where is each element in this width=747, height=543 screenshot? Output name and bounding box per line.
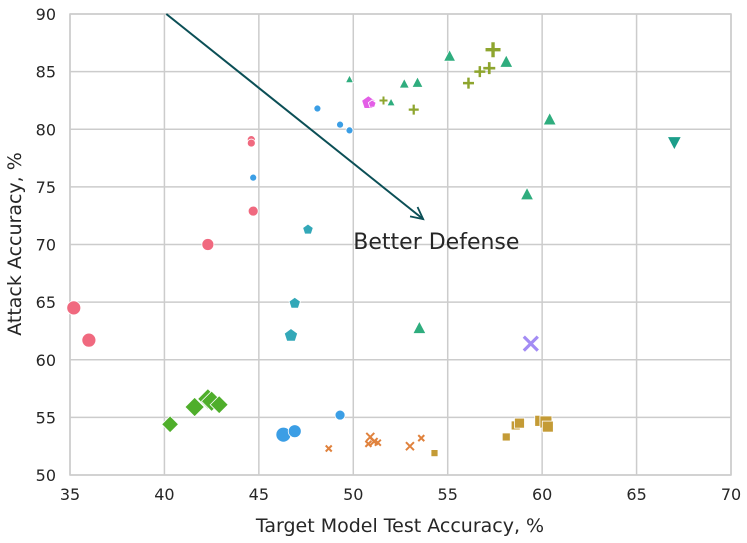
y-tick-label: 75 [36, 178, 56, 197]
point-triangle-down-teal [666, 136, 683, 151]
point-circle-pink [81, 332, 97, 348]
x-tick-label: 35 [60, 485, 80, 504]
point-x-orange [405, 441, 415, 451]
point-x-orange [325, 444, 333, 453]
point-square-gold [514, 417, 525, 429]
point-circle-pink [66, 300, 82, 316]
x-tick-label: 60 [532, 485, 552, 504]
point-x-orange [364, 440, 373, 448]
y-tick-label: 50 [36, 466, 56, 485]
point-triangle-up-green [411, 75, 424, 88]
y-axis-label: Attack Accuracy, % [4, 152, 26, 336]
x-tick-label: 70 [721, 485, 741, 504]
point-triangle-up-green [412, 320, 427, 334]
point-triangle-up-green [542, 111, 557, 126]
y-tick-label: 80 [36, 120, 56, 139]
point-circle-pink [246, 138, 256, 148]
better-defense-label: Better Defense [353, 230, 519, 255]
x-tick-label: 40 [154, 485, 174, 504]
point-diamond-green [184, 396, 205, 418]
x-tick-labels: 35 40 45 50 55 60 65 70 [60, 485, 741, 504]
point-x-orange [374, 439, 382, 447]
y-tick-label: 85 [36, 63, 56, 82]
x-tick-label: 65 [626, 485, 646, 504]
point-plus-olive [485, 42, 501, 58]
point-circle-blue [334, 409, 346, 421]
y-tick-label: 70 [36, 236, 56, 255]
point-plus-olive [379, 96, 388, 105]
y-tick-label: 90 [36, 5, 56, 24]
point-circle-pink [201, 238, 215, 251]
x-axis-label: Target Model Test Accuracy, % [255, 515, 544, 537]
point-square-gold [430, 449, 439, 458]
point-triangle-up-green [519, 186, 535, 201]
point-plus-olive [408, 104, 419, 115]
point-triangle-up-green [398, 77, 410, 89]
point-circle-blue [313, 104, 322, 113]
point-triangle-up-green [442, 48, 457, 62]
y-tick-label: 60 [36, 351, 56, 370]
point-square-gold [541, 420, 554, 433]
point-circle-blue [249, 173, 258, 182]
point-plus-olive [462, 77, 474, 89]
point-x-purple [522, 335, 539, 352]
point-plus-olive [474, 66, 486, 78]
point-circle-pink [247, 205, 259, 217]
plot-frame [69, 13, 732, 476]
y-tick-label: 65 [36, 293, 56, 312]
x-tick-label: 55 [438, 485, 458, 504]
point-plus-olive [483, 62, 496, 75]
point-circle-blue [345, 126, 354, 135]
x-tick-label: 50 [343, 485, 363, 504]
point-pentagon-magenta [367, 99, 377, 108]
point-square-gold [501, 432, 511, 442]
point-x-orange [417, 434, 425, 442]
point-triangle-up-green [344, 74, 355, 84]
y-tick-labels: 50 55 60 65 70 75 80 85 90 [36, 5, 56, 485]
y-tick-label: 55 [36, 408, 56, 427]
point-diamond-green [161, 415, 180, 434]
point-triangle-up-green [386, 97, 396, 107]
point-diamond-green [209, 395, 229, 415]
better-defense-arrow [165, 13, 423, 219]
data-points [66, 42, 683, 458]
point-pentagon-teal [283, 328, 299, 342]
point-pentagon-teal [302, 223, 314, 235]
point-circle-blue [287, 424, 302, 439]
x-tick-label: 45 [249, 485, 269, 504]
point-pentagon-teal [288, 296, 301, 309]
point-circle-blue [336, 120, 344, 129]
point-triangle-up-green [499, 54, 514, 68]
annotation: Better Defense [165, 13, 519, 255]
